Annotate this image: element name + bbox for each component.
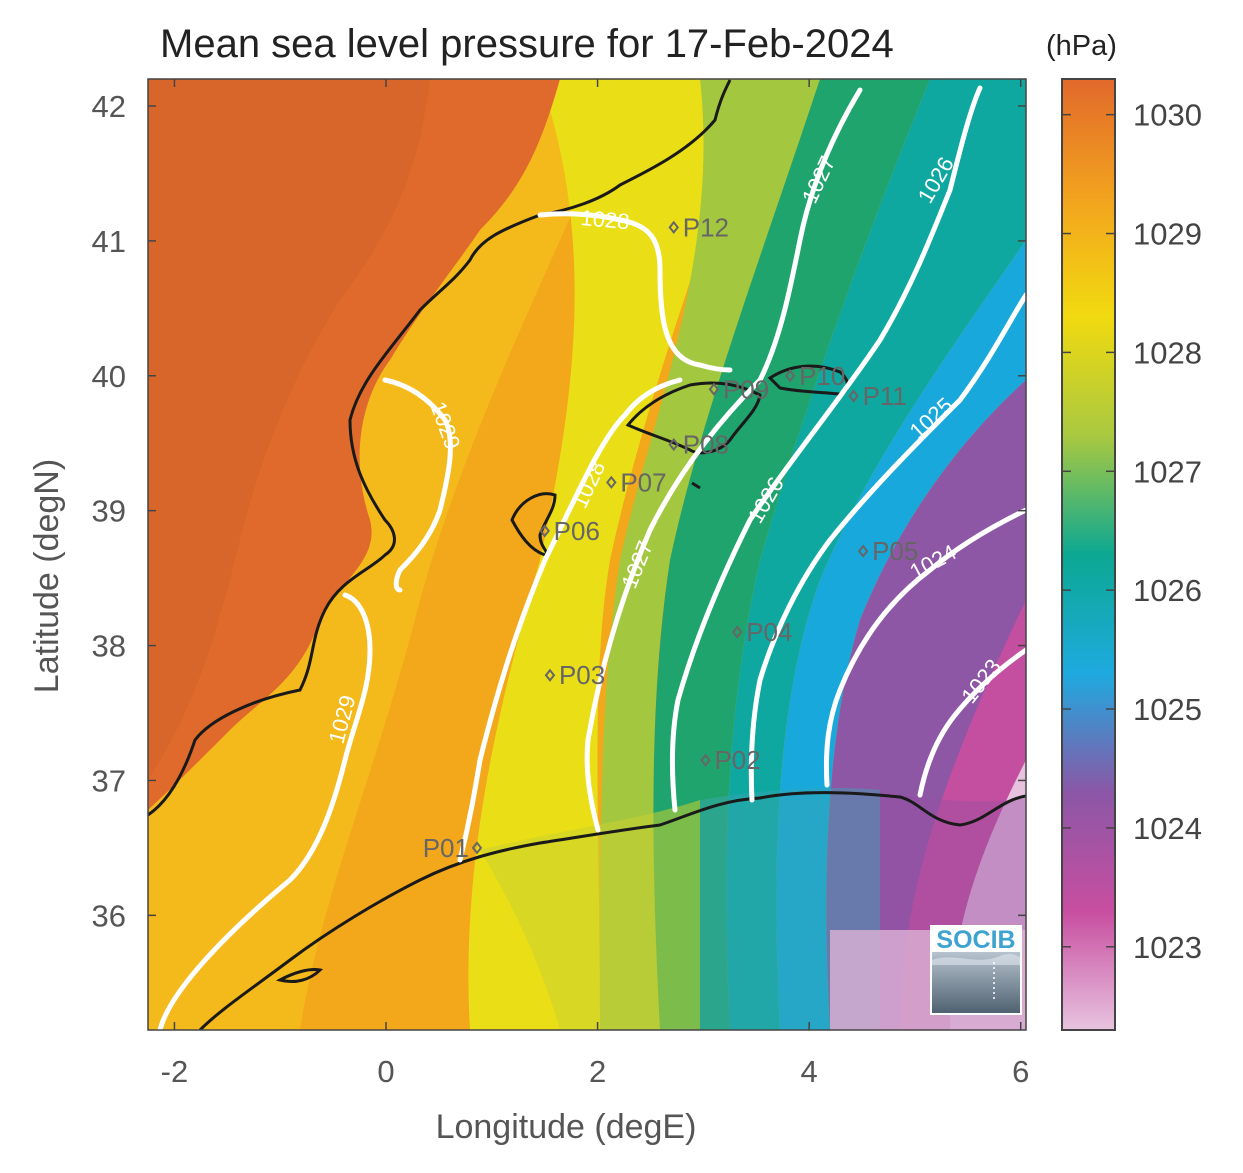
station-marker (539, 524, 550, 538)
colorbar-tick-label: 1023 (1133, 930, 1202, 965)
socib-logo: SOCIB (930, 925, 1022, 1015)
x-axis-ticks: -2 0 2 4 6 (161, 79, 1029, 1089)
station-markers: P01 P02 P03 P04 P05 P06 P07 P08 P09 P10 P11 P12 (423, 212, 919, 863)
station-label: P09 (723, 374, 769, 404)
y-axis-label: Latitude (degN) (28, 459, 66, 693)
x-tick-label: -2 (161, 1054, 189, 1089)
station-label: P05 (872, 536, 918, 566)
logo-text: SOCIB (936, 926, 1015, 954)
x-tick-label: 0 (377, 1054, 394, 1089)
colorbar-unit: (hPa) (1046, 30, 1117, 62)
isobar-label: 1028 (580, 205, 631, 234)
station-label: P10 (799, 361, 845, 391)
y-tick-label: 38 (92, 629, 126, 664)
station-marker (471, 841, 483, 855)
isobar-1025 (748, 292, 1026, 803)
station-label: P01 (423, 833, 469, 863)
station-marker (700, 753, 711, 767)
alboran-island (275, 968, 324, 984)
station-marker (731, 625, 743, 639)
isobar-1023 (917, 647, 1026, 798)
x-tick-label: 2 (589, 1054, 606, 1089)
colorbar-ticks: 1023 1024 1025 1026 1027 1028 1029 1030 (1062, 98, 1202, 965)
colorbar-tick-label: 1029 (1133, 217, 1202, 252)
isobar-1029-north (382, 377, 453, 593)
y-tick-label: 40 (92, 359, 126, 394)
colorbar-tick-label: 1030 (1133, 98, 1202, 133)
station-marker (606, 475, 617, 489)
station-marker (784, 369, 796, 383)
station-label: P03 (559, 660, 605, 690)
y-tick-label: 37 (92, 763, 126, 798)
african-coastline (198, 791, 1026, 1030)
x-tick-label: 6 (1012, 1054, 1029, 1089)
station-marker (544, 668, 556, 682)
colorbar-tick-label: 1027 (1133, 454, 1202, 489)
station-marker (848, 389, 859, 403)
isobars (157, 85, 1026, 1030)
isobar-1026 (669, 85, 983, 813)
y-axis-ticks: 36 37 38 39 40 41 42 (92, 89, 1026, 933)
iberian-coastline (148, 79, 732, 817)
y-tick-label: 41 (92, 224, 126, 259)
station-label: P06 (554, 516, 600, 546)
ibiza-coastline (510, 492, 557, 557)
colorbar (1061, 78, 1116, 1031)
station-label: P08 (683, 430, 729, 460)
colorbar-tick-label: 1026 (1133, 573, 1202, 608)
station-marker (668, 220, 680, 234)
station-marker (668, 437, 680, 452)
y-tick-label: 36 (92, 898, 126, 933)
isobar-1024 (823, 507, 1026, 788)
station-label: P04 (746, 617, 792, 647)
colorbar-tick-label: 1024 (1133, 811, 1202, 846)
plot-frame (147, 78, 1027, 1031)
cabrera-island (691, 481, 701, 490)
y-tick-label: 42 (92, 89, 126, 124)
station-label: P02 (714, 745, 760, 775)
isobar-1028 (457, 211, 733, 863)
isobar-1029-west (157, 592, 373, 1030)
colorbar-tick-label: 1025 (1133, 692, 1202, 727)
map-title: Mean sea level pressure for 17-Feb-2024 (160, 22, 894, 66)
station-label: P12 (683, 212, 729, 242)
x-tick-label: 4 (801, 1054, 818, 1089)
station-marker (857, 544, 869, 558)
colorbar-tick-label: 1028 (1133, 335, 1202, 370)
station-marker (708, 382, 720, 396)
station-label: P11 (863, 381, 907, 411)
mallorca-coastline (625, 381, 762, 455)
pressure-field (148, 79, 1026, 1030)
x-axis-label: Longitude (degE) (436, 1108, 697, 1146)
isobar-1027 (584, 87, 863, 833)
y-tick-label: 39 (92, 494, 126, 529)
station-label: P07 (620, 467, 666, 497)
